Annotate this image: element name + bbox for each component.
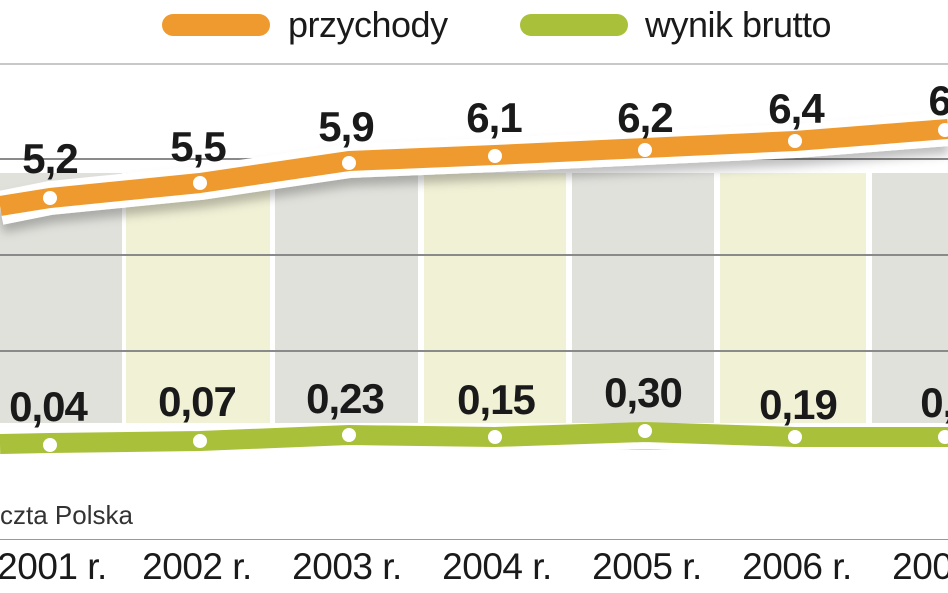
line-series bbox=[0, 112, 948, 461]
gridline bbox=[0, 350, 948, 352]
x-tick-label: 2001 r. bbox=[0, 546, 107, 587]
data-label: 5,9 bbox=[318, 103, 374, 150]
gridline bbox=[0, 254, 948, 256]
data-label: 5,5 bbox=[170, 123, 226, 170]
legend-label-przychody: przychody bbox=[288, 4, 448, 45]
data-label: 0,1 bbox=[920, 379, 948, 426]
x-axis-line bbox=[0, 539, 948, 540]
x-tick-label: 2004 r. bbox=[442, 546, 552, 587]
data-label: 6,2 bbox=[617, 94, 673, 141]
x-tick-label: 2005 r. bbox=[592, 546, 702, 587]
data-label: 6,1 bbox=[466, 94, 522, 141]
series-wynik-brutto bbox=[0, 415, 948, 461]
legend-swatch-przychody bbox=[162, 14, 270, 36]
data-label: 6,4 bbox=[768, 85, 824, 132]
series-przychody bbox=[0, 112, 948, 225]
data-label: 0,15 bbox=[457, 376, 536, 423]
x-tick-label: 2006 r. bbox=[742, 546, 852, 587]
data-label: 5,2 bbox=[22, 135, 78, 182]
legend: przychody wynik brutto bbox=[0, 0, 948, 55]
source-note: czta Polska bbox=[0, 500, 133, 530]
data-label: 0,04 bbox=[9, 383, 88, 430]
plot-area: 5,2 5,5 5,9 6,1 6,2 6,4 6, 0,04 0,07 0,2… bbox=[0, 63, 948, 463]
legend-label-wynik-brutto: wynik brutto bbox=[645, 4, 832, 45]
data-label: 6, bbox=[928, 77, 948, 124]
data-label: 0,23 bbox=[306, 375, 385, 422]
data-label: 0,30 bbox=[604, 369, 683, 416]
data-label: 0,07 bbox=[158, 378, 237, 425]
x-tick-label: 2003 r. bbox=[292, 546, 402, 587]
legend-swatch-wynik-brutto bbox=[520, 14, 628, 36]
x-tick-label: 2002 r. bbox=[142, 546, 252, 587]
gridline bbox=[0, 63, 948, 65]
data-label: 0,19 bbox=[759, 381, 838, 428]
x-tick-label: 2007 r. bbox=[892, 546, 948, 587]
